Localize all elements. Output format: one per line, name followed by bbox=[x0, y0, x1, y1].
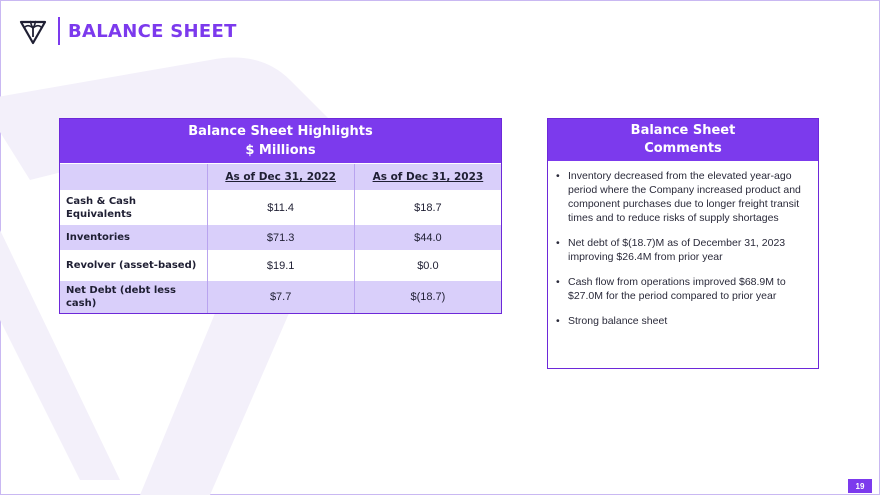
row-label: Cash & Cash Equivalents bbox=[60, 190, 207, 225]
palm-tree-shield-icon bbox=[16, 14, 50, 48]
highlights-subtitle: $ Millions bbox=[245, 143, 316, 158]
table-row: Revolver (asset-based) $19.1 $0.0 bbox=[60, 250, 501, 281]
page-header: BALANCE SHEET bbox=[16, 14, 237, 48]
empty-header-cell bbox=[60, 163, 207, 191]
page-number: 19 bbox=[848, 479, 872, 493]
row-label: Inventories bbox=[60, 224, 207, 251]
column-header-2022: As of Dec 31, 2022 bbox=[206, 163, 355, 191]
highlights-grid: As of Dec 31, 2022 As of Dec 31, 2023 Ca… bbox=[60, 163, 501, 313]
column-header-row: As of Dec 31, 2022 As of Dec 31, 2023 bbox=[60, 163, 501, 191]
value-2023: $18.7 bbox=[353, 190, 501, 225]
balance-sheet-comments-box: Balance Sheet Comments Inventory decreas… bbox=[547, 118, 819, 369]
value-2023: $0.0 bbox=[353, 250, 501, 281]
list-item: Net debt of $(18.7)M as of December 31, … bbox=[556, 236, 808, 264]
table-row: Inventories $71.3 $44.0 bbox=[60, 224, 501, 251]
table-row: Cash & Cash Equivalents $11.4 $18.7 bbox=[60, 190, 501, 225]
value-2023: $44.0 bbox=[353, 224, 501, 251]
comments-title-line1: Balance Sheet bbox=[630, 123, 736, 138]
comments-list: Inventory decreased from the elevated ye… bbox=[548, 161, 818, 328]
value-2022: $19.1 bbox=[206, 250, 355, 281]
row-label: Revolver (asset-based) bbox=[60, 250, 207, 281]
value-2022: $71.3 bbox=[206, 224, 355, 251]
table-row: Net Debt (debt less cash) $7.7 $(18.7) bbox=[60, 280, 501, 313]
list-item: Strong balance sheet bbox=[556, 314, 808, 328]
highlights-title: Balance Sheet Highlights bbox=[188, 124, 373, 139]
list-item: Cash flow from operations improved $68.9… bbox=[556, 275, 808, 303]
comments-title-line2: Comments bbox=[644, 141, 722, 156]
page-title: BALANCE SHEET bbox=[68, 20, 237, 42]
balance-sheet-highlights-table: Balance Sheet Highlights $ Millions As o… bbox=[59, 118, 502, 314]
list-item: Inventory decreased from the elevated ye… bbox=[556, 169, 808, 225]
column-header-2023: As of Dec 31, 2023 bbox=[353, 163, 501, 191]
header-divider bbox=[58, 17, 60, 45]
comments-header: Balance Sheet Comments bbox=[548, 119, 818, 161]
value-2022: $7.7 bbox=[206, 280, 355, 313]
highlights-header: Balance Sheet Highlights $ Millions bbox=[60, 119, 501, 163]
value-2022: $11.4 bbox=[206, 190, 355, 225]
value-2023: $(18.7) bbox=[353, 280, 501, 313]
row-label: Net Debt (debt less cash) bbox=[60, 280, 207, 313]
